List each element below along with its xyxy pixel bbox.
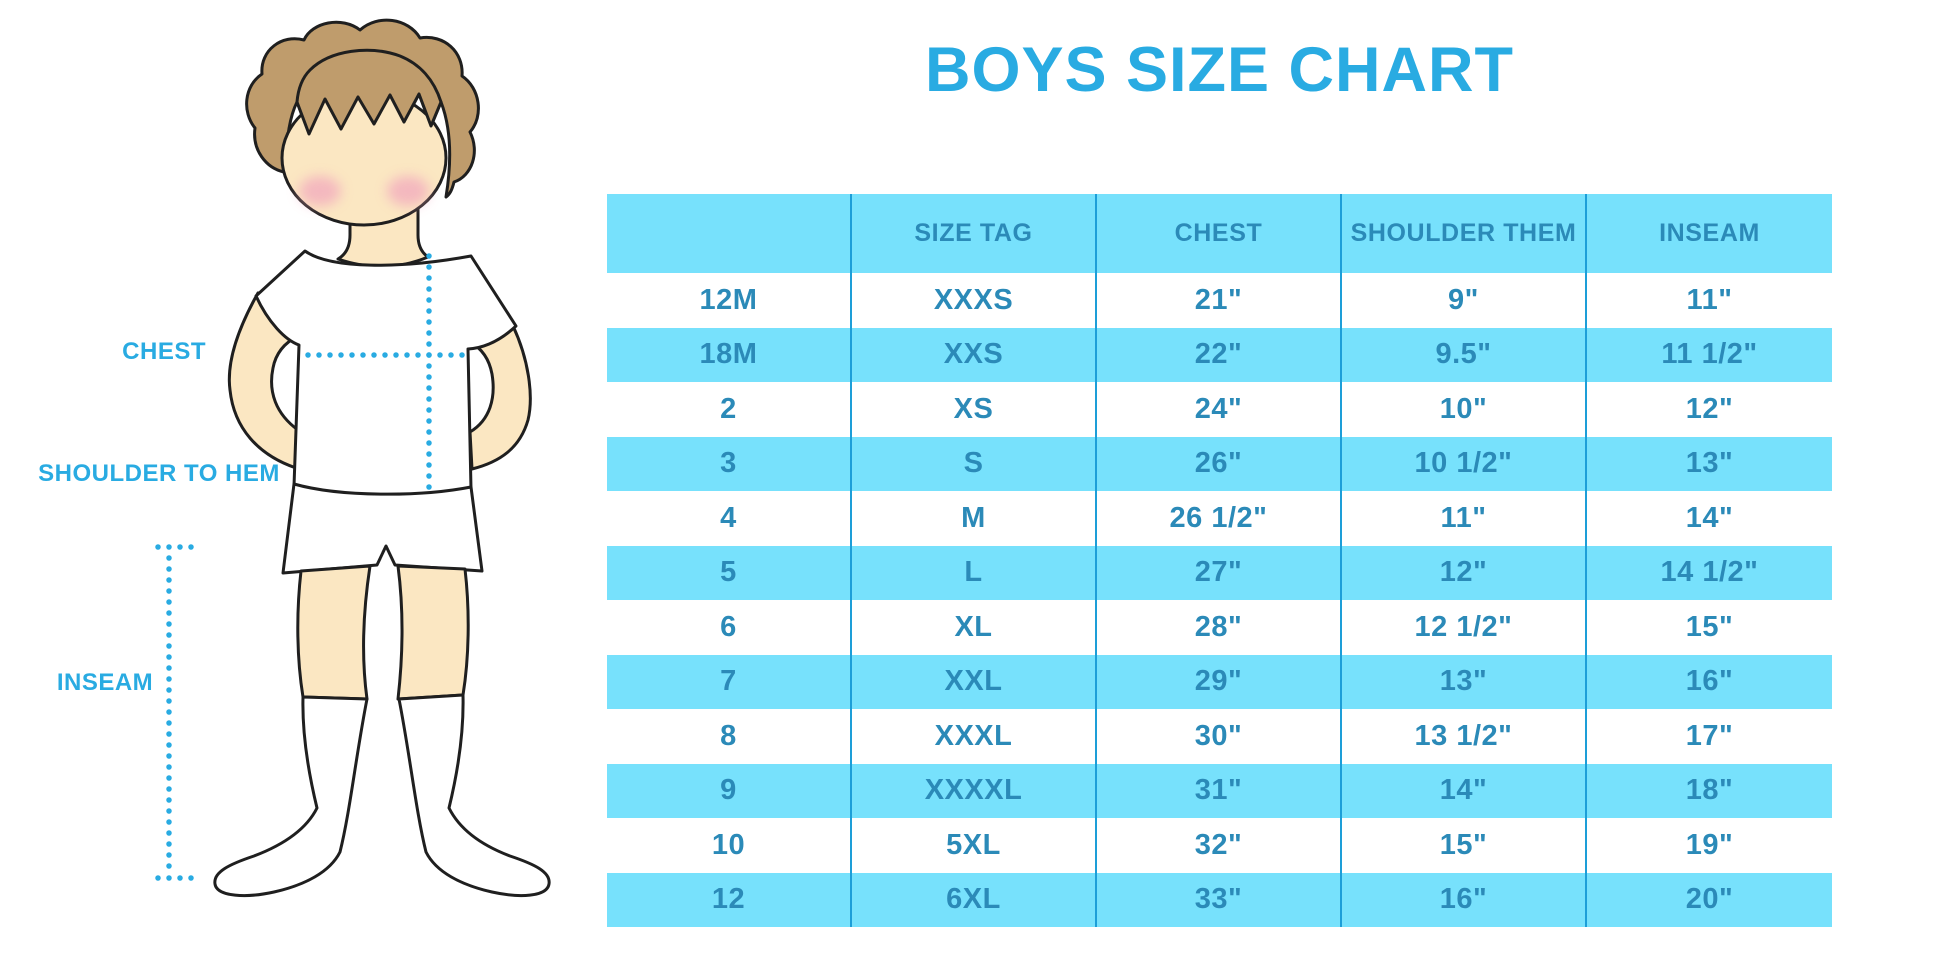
table-cell: 5 — [607, 545, 852, 600]
measurement-figure: CHEST SHOULDER TO HEM INSEAM — [0, 0, 560, 973]
table-cell: 29" — [1097, 654, 1342, 709]
table-cell: 10" — [1342, 382, 1587, 437]
header-cell: INSEAM — [1659, 219, 1760, 247]
table-cell: XXXS — [852, 273, 1097, 328]
table-cell: 13" — [1342, 654, 1587, 709]
shoulder-to-hem-label: SHOULDER TO HEM — [38, 460, 280, 487]
size-table: SIZE TAG CHEST SHOULDER THEM INSEAM 12M XXXS… — [607, 194, 1832, 927]
table-cell: 26" — [1097, 436, 1342, 491]
table-cell: XS — [852, 382, 1097, 437]
table-cell: 12M — [607, 273, 852, 328]
table-cell: 30" — [1097, 709, 1342, 764]
table-cell: XXXL — [852, 709, 1097, 764]
table-cell: 6 — [607, 600, 852, 655]
table-cell: 18M — [607, 327, 852, 382]
table-row: 10 5XL 32" 15" 19" — [607, 818, 1832, 873]
table-row: 9 XXXXL 31" 14" 18" — [607, 763, 1832, 818]
table-row: 8 XXXL 30" 13 1/2" 17" — [607, 709, 1832, 764]
table-cell: 5XL — [852, 818, 1097, 873]
table-cell: 10 — [607, 818, 852, 873]
table-cell: 18" — [1685, 774, 1734, 807]
table-cell: 9.5" — [1342, 327, 1587, 382]
table-row: 12M XXXS 21" 9" 11" — [607, 273, 1832, 328]
boy-cheek-left — [299, 176, 341, 206]
table-cell: L — [852, 545, 1097, 600]
boy-left-thigh — [296, 564, 372, 701]
size-table-body: 12M XXXS 21" 9" 11" 18M XXS 22" 9.5" 11 1/2" 2 XS 24… — [607, 273, 1832, 927]
table-cell: 22" — [1097, 327, 1342, 382]
table-cell: M — [852, 491, 1097, 546]
boy-left-arm — [227, 291, 300, 470]
table-cell: 16" — [1685, 665, 1734, 698]
table-row: 5 L 27" 12" 14 1/2" — [607, 545, 1832, 600]
table-cell: XL — [852, 600, 1097, 655]
table-cell: 12 1/2" — [1342, 600, 1587, 655]
table-cell: 4 — [607, 491, 852, 546]
boy-shorts — [281, 482, 484, 575]
boy-cheek-right — [387, 176, 429, 206]
table-cell: 14 1/2" — [1660, 556, 1759, 589]
boy-right-thigh — [396, 564, 470, 701]
table-cell: 12" — [1342, 545, 1587, 600]
table-cell: 12" — [1685, 392, 1734, 425]
table-cell: 11" — [1342, 491, 1587, 546]
boy-hair-fringe — [295, 48, 443, 136]
boy-illustration — [155, 18, 551, 897]
table-cell: 17" — [1685, 719, 1734, 752]
table-cell: 15" — [1685, 610, 1734, 643]
table-row: 4 M 26 1/2" 11" 14" — [607, 491, 1832, 546]
boy-left-sock — [213, 695, 369, 897]
table-cell: 11" — [1686, 283, 1733, 316]
table-cell: 19" — [1685, 828, 1734, 861]
table-cell: 3 — [607, 436, 852, 491]
table-cell: 27" — [1097, 545, 1342, 600]
table-cell: 9" — [1342, 273, 1587, 328]
table-cell: 6XL — [852, 872, 1097, 927]
table-cell: 33" — [1097, 872, 1342, 927]
table-cell: 14" — [1342, 763, 1587, 818]
table-row: 2 XS 24" 10" 12" — [607, 382, 1832, 437]
inseam-label: INSEAM — [56, 669, 154, 696]
table-row: 12 6XL 33" 16" 20" — [607, 872, 1832, 927]
table-cell: 7 — [607, 654, 852, 709]
table-cell: 8 — [607, 709, 852, 764]
table-cell: 32" — [1097, 818, 1342, 873]
table-cell: 13 1/2" — [1342, 709, 1587, 764]
table-cell: 21" — [1097, 273, 1342, 328]
table-cell: XXXXL — [852, 763, 1097, 818]
table-cell: 20" — [1685, 883, 1734, 916]
table-cell: 14" — [1685, 501, 1734, 534]
table-cell: XXS — [852, 327, 1097, 382]
table-cell: 15" — [1342, 818, 1587, 873]
table-row: 3 S 26" 10 1/2" 13" — [607, 436, 1832, 491]
table-cell: 10 1/2" — [1342, 436, 1587, 491]
page-title: BOYS SIZE CHART — [924, 35, 1515, 105]
header-cell-empty — [607, 194, 852, 273]
table-cell: S — [852, 436, 1097, 491]
table-cell: 31" — [1097, 763, 1342, 818]
table-cell: 9 — [607, 763, 852, 818]
table-header-row: SIZE TAG CHEST SHOULDER THEM INSEAM — [607, 194, 1832, 273]
table-cell: 11 1/2" — [1661, 338, 1758, 371]
table-cell: 12 — [607, 872, 852, 927]
chest-label: CHEST — [122, 338, 206, 365]
table-row: 18M XXS 22" 9.5" 11 1/2" — [607, 327, 1832, 382]
table-cell: 26 1/2" — [1097, 491, 1342, 546]
table-cell: 2 — [607, 382, 852, 437]
table-row: 7 XXL 29" 13" 16" — [607, 654, 1832, 709]
table-row: 6 XL 28" 12 1/2" 15" — [607, 600, 1832, 655]
table-cell: 24" — [1097, 382, 1342, 437]
table-cell: 16" — [1342, 872, 1587, 927]
header-cell: SIZE TAG — [852, 194, 1097, 273]
table-cell: XXL — [852, 654, 1097, 709]
table-cell: 13" — [1685, 447, 1734, 480]
header-cell: SHOULDER THEM — [1342, 194, 1587, 273]
header-cell: CHEST — [1097, 194, 1342, 273]
boy-right-sock — [397, 693, 551, 897]
table-cell: 28" — [1097, 600, 1342, 655]
